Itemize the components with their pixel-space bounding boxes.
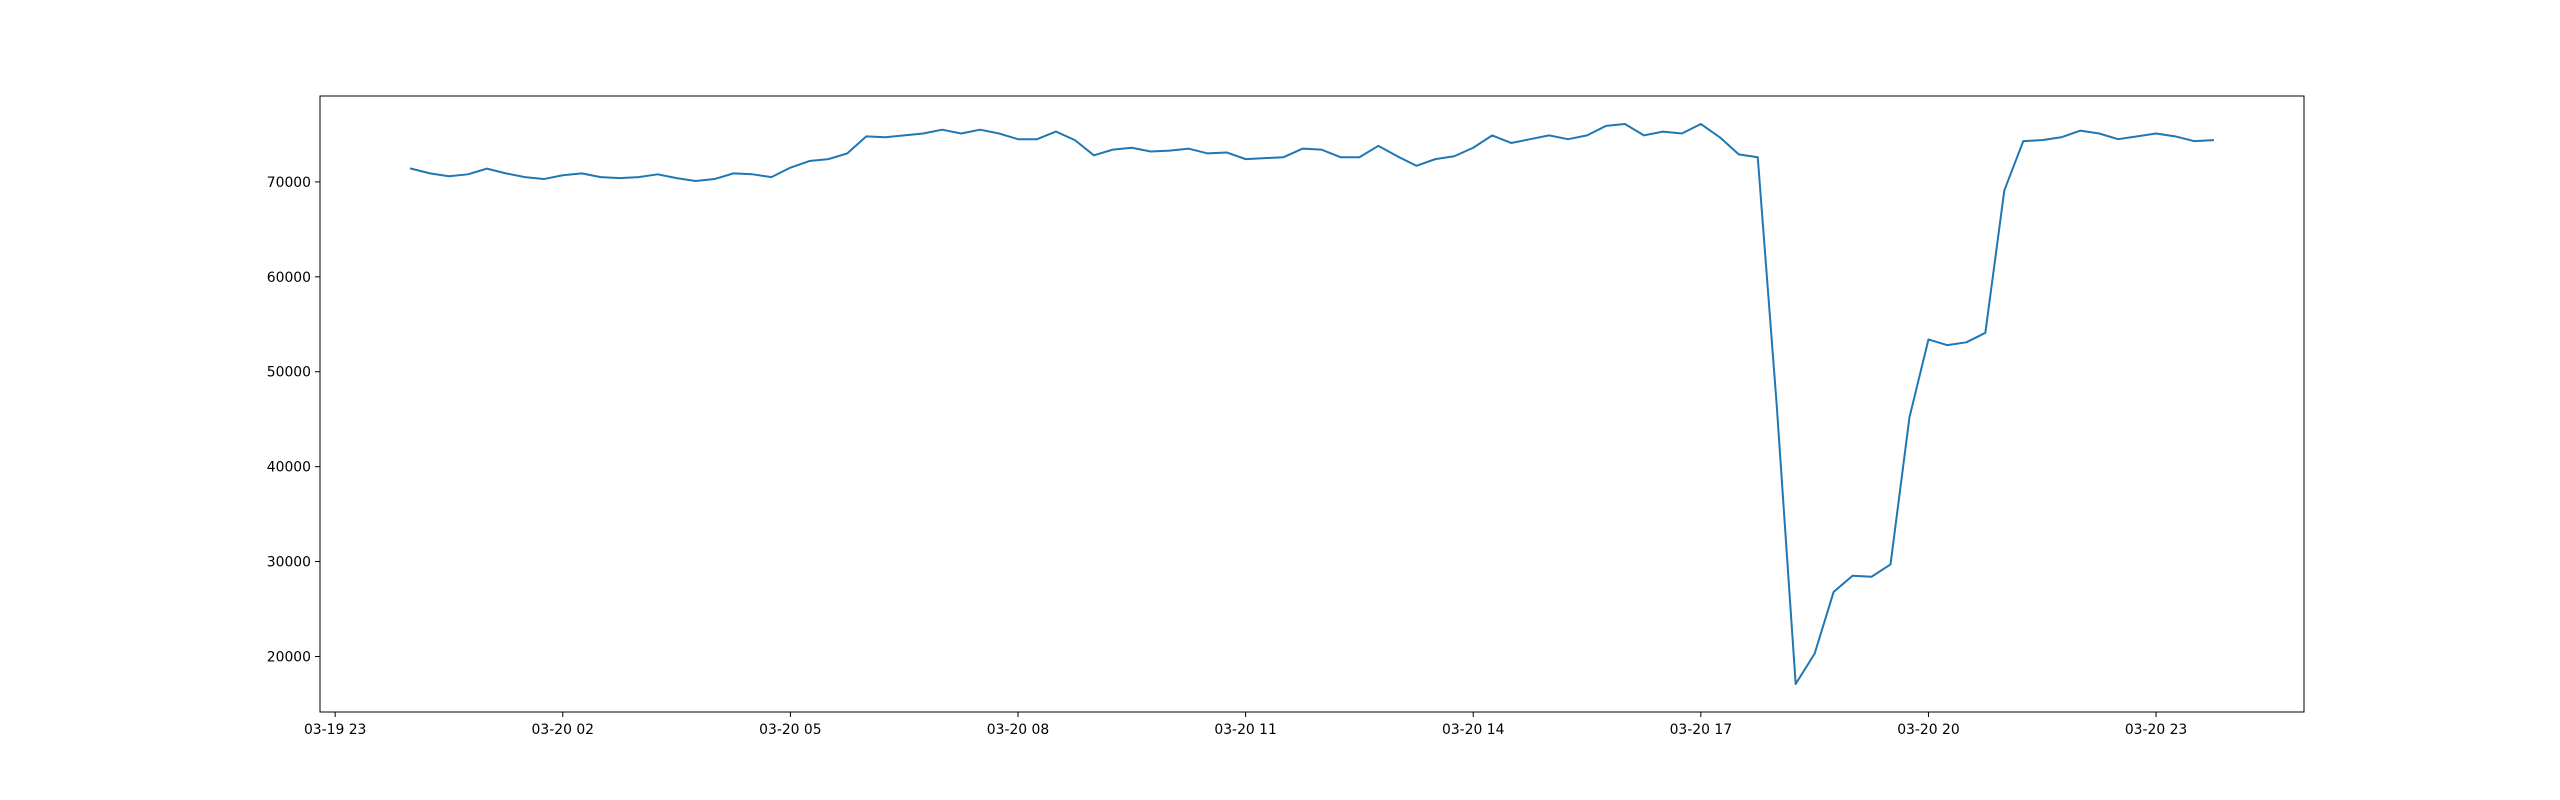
plot-frame [319, 95, 2305, 713]
x-tick-label: 03-20 17 [1670, 722, 1732, 738]
x-tick-label: 03-20 14 [1442, 722, 1505, 738]
x-tick-label: 03-20 20 [1897, 722, 1959, 738]
x-tick-label: 03-20 23 [2125, 722, 2187, 738]
x-tick-label: 03-20 05 [759, 722, 821, 738]
x-tick-label: 03-19 23 [304, 722, 366, 738]
x-tick-label: 03-20 08 [987, 722, 1049, 738]
y-tick-label: 70000 [267, 175, 311, 191]
x-tick-label: 03-20 02 [532, 722, 594, 738]
y-tick-label: 40000 [267, 460, 311, 476]
line [409, 123, 2215, 685]
y-tick-label: 60000 [267, 270, 311, 286]
y-tick-label: 50000 [267, 365, 311, 381]
y-tick-label: 20000 [267, 649, 311, 665]
x-tick-label: 03-20 11 [1214, 722, 1276, 738]
y-tick-label: 30000 [267, 555, 311, 571]
